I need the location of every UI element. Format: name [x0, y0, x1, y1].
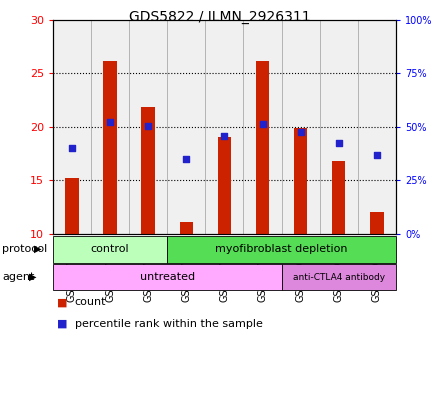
- Text: control: control: [91, 244, 129, 254]
- Text: ■: ■: [57, 297, 68, 307]
- Bar: [65, 178, 78, 234]
- Bar: [53, 264, 282, 290]
- Point: [106, 119, 114, 126]
- Text: protocol: protocol: [2, 244, 48, 254]
- Bar: [142, 107, 155, 234]
- Point: [374, 151, 381, 158]
- Bar: [256, 61, 269, 234]
- Point: [221, 133, 228, 140]
- Point: [259, 120, 266, 127]
- Point: [297, 129, 304, 135]
- Point: [145, 123, 152, 129]
- Text: ▶: ▶: [33, 244, 41, 254]
- Bar: [294, 128, 307, 234]
- Bar: [282, 264, 396, 290]
- Bar: [103, 61, 117, 234]
- Text: count: count: [75, 297, 106, 307]
- Point: [68, 145, 75, 151]
- Text: percentile rank within the sample: percentile rank within the sample: [75, 319, 263, 329]
- Bar: [53, 236, 167, 263]
- Point: [335, 140, 342, 146]
- Bar: [218, 138, 231, 234]
- Bar: [180, 222, 193, 234]
- Text: ▶: ▶: [29, 272, 37, 282]
- Point: [183, 156, 190, 162]
- Bar: [332, 161, 345, 234]
- Bar: [370, 212, 384, 234]
- Text: untreated: untreated: [139, 272, 195, 282]
- Text: anti-CTLA4 antibody: anti-CTLA4 antibody: [293, 273, 385, 281]
- Text: ■: ■: [57, 319, 68, 329]
- Text: myofibroblast depletion: myofibroblast depletion: [215, 244, 348, 254]
- Text: agent: agent: [2, 272, 35, 282]
- Text: GDS5822 / ILMN_2926311: GDS5822 / ILMN_2926311: [129, 10, 311, 24]
- Bar: [167, 236, 396, 263]
